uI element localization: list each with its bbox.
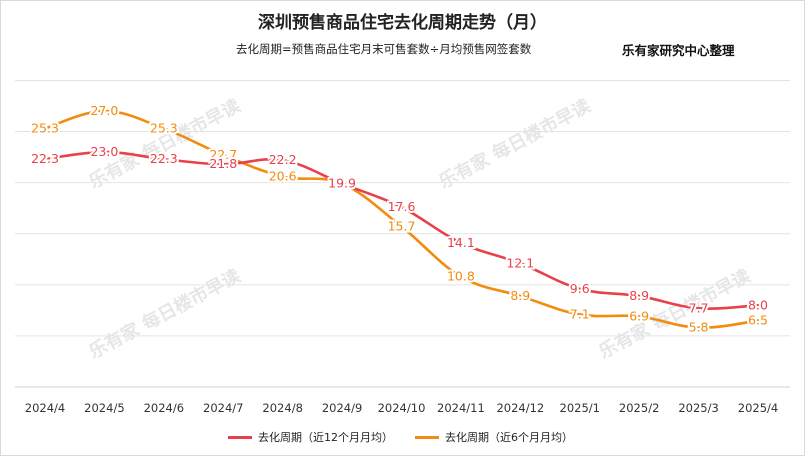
- data-label: 17.6: [388, 199, 416, 214]
- x-tick-label: 2024/9: [322, 401, 362, 415]
- x-tick-label: 2025/1: [560, 401, 600, 415]
- data-label: 10.8: [447, 269, 475, 284]
- x-tick-label: 2024/8: [262, 401, 302, 415]
- x-tick-label: 2024/11: [437, 401, 485, 415]
- legend-swatch: [228, 435, 252, 439]
- data-label: 14.1: [447, 235, 475, 250]
- x-tick-label: 2024/5: [84, 401, 124, 415]
- x-tick-label: 2025/3: [678, 401, 718, 415]
- data-label: 9.6: [570, 281, 590, 296]
- data-label: 21.8: [209, 156, 237, 171]
- x-tick-label: 2024/7: [203, 401, 243, 415]
- legend-item-series-2: 去化周期（近6个月月均）: [415, 429, 573, 445]
- x-tick-label: 2024/10: [378, 401, 426, 415]
- data-label: 22.7: [209, 147, 237, 162]
- data-label: 12.1: [506, 255, 534, 270]
- data-label: 22.3: [150, 151, 178, 166]
- data-label: 23.0: [90, 144, 118, 159]
- data-label: 19.9: [328, 176, 356, 191]
- data-label: 5.8: [689, 320, 709, 335]
- source-note: 乐有家研究中心整理: [622, 43, 735, 58]
- data-label: 6.9: [629, 308, 649, 323]
- legend-item-series-1: 去化周期（近12个月月均）: [228, 429, 393, 445]
- chart-title: 深圳预售商品住宅去化周期走势（月）: [258, 13, 547, 33]
- chart-subtitle: 去化周期=预售商品住宅月末可售套数÷月均预售网签套数: [236, 42, 532, 56]
- data-label: 6.5: [748, 313, 768, 328]
- x-tick-label: 2024/6: [144, 401, 184, 415]
- x-tick-label: 2024/4: [25, 401, 65, 415]
- series-line-2: [43, 109, 760, 330]
- data-label: 8.9: [510, 288, 530, 303]
- legend-label: 去化周期（近12个月月均）: [258, 431, 393, 444]
- data-label: 27.0: [90, 103, 118, 118]
- x-tick-label: 2024/12: [496, 401, 544, 415]
- data-label: 25.3: [150, 120, 178, 135]
- data-label: 7.7: [689, 300, 709, 315]
- series-line-1: [43, 150, 760, 310]
- legend-swatch: [415, 435, 439, 439]
- data-label: 7.1: [570, 306, 590, 321]
- data-label: 8.9: [629, 288, 649, 303]
- data-label: 22.2: [269, 152, 297, 167]
- data-label: 20.6: [269, 168, 297, 183]
- data-label: 22.3: [31, 151, 59, 166]
- legend-label: 去化周期（近6个月月均）: [445, 431, 573, 444]
- x-tick-label: 2025/2: [619, 401, 659, 415]
- data-label: 19.9: [328, 176, 356, 191]
- data-label: 8.0: [748, 297, 768, 312]
- data-label: 25.3: [31, 120, 59, 135]
- data-label: 15.7: [388, 219, 416, 234]
- x-tick-label: 2025/4: [738, 401, 778, 415]
